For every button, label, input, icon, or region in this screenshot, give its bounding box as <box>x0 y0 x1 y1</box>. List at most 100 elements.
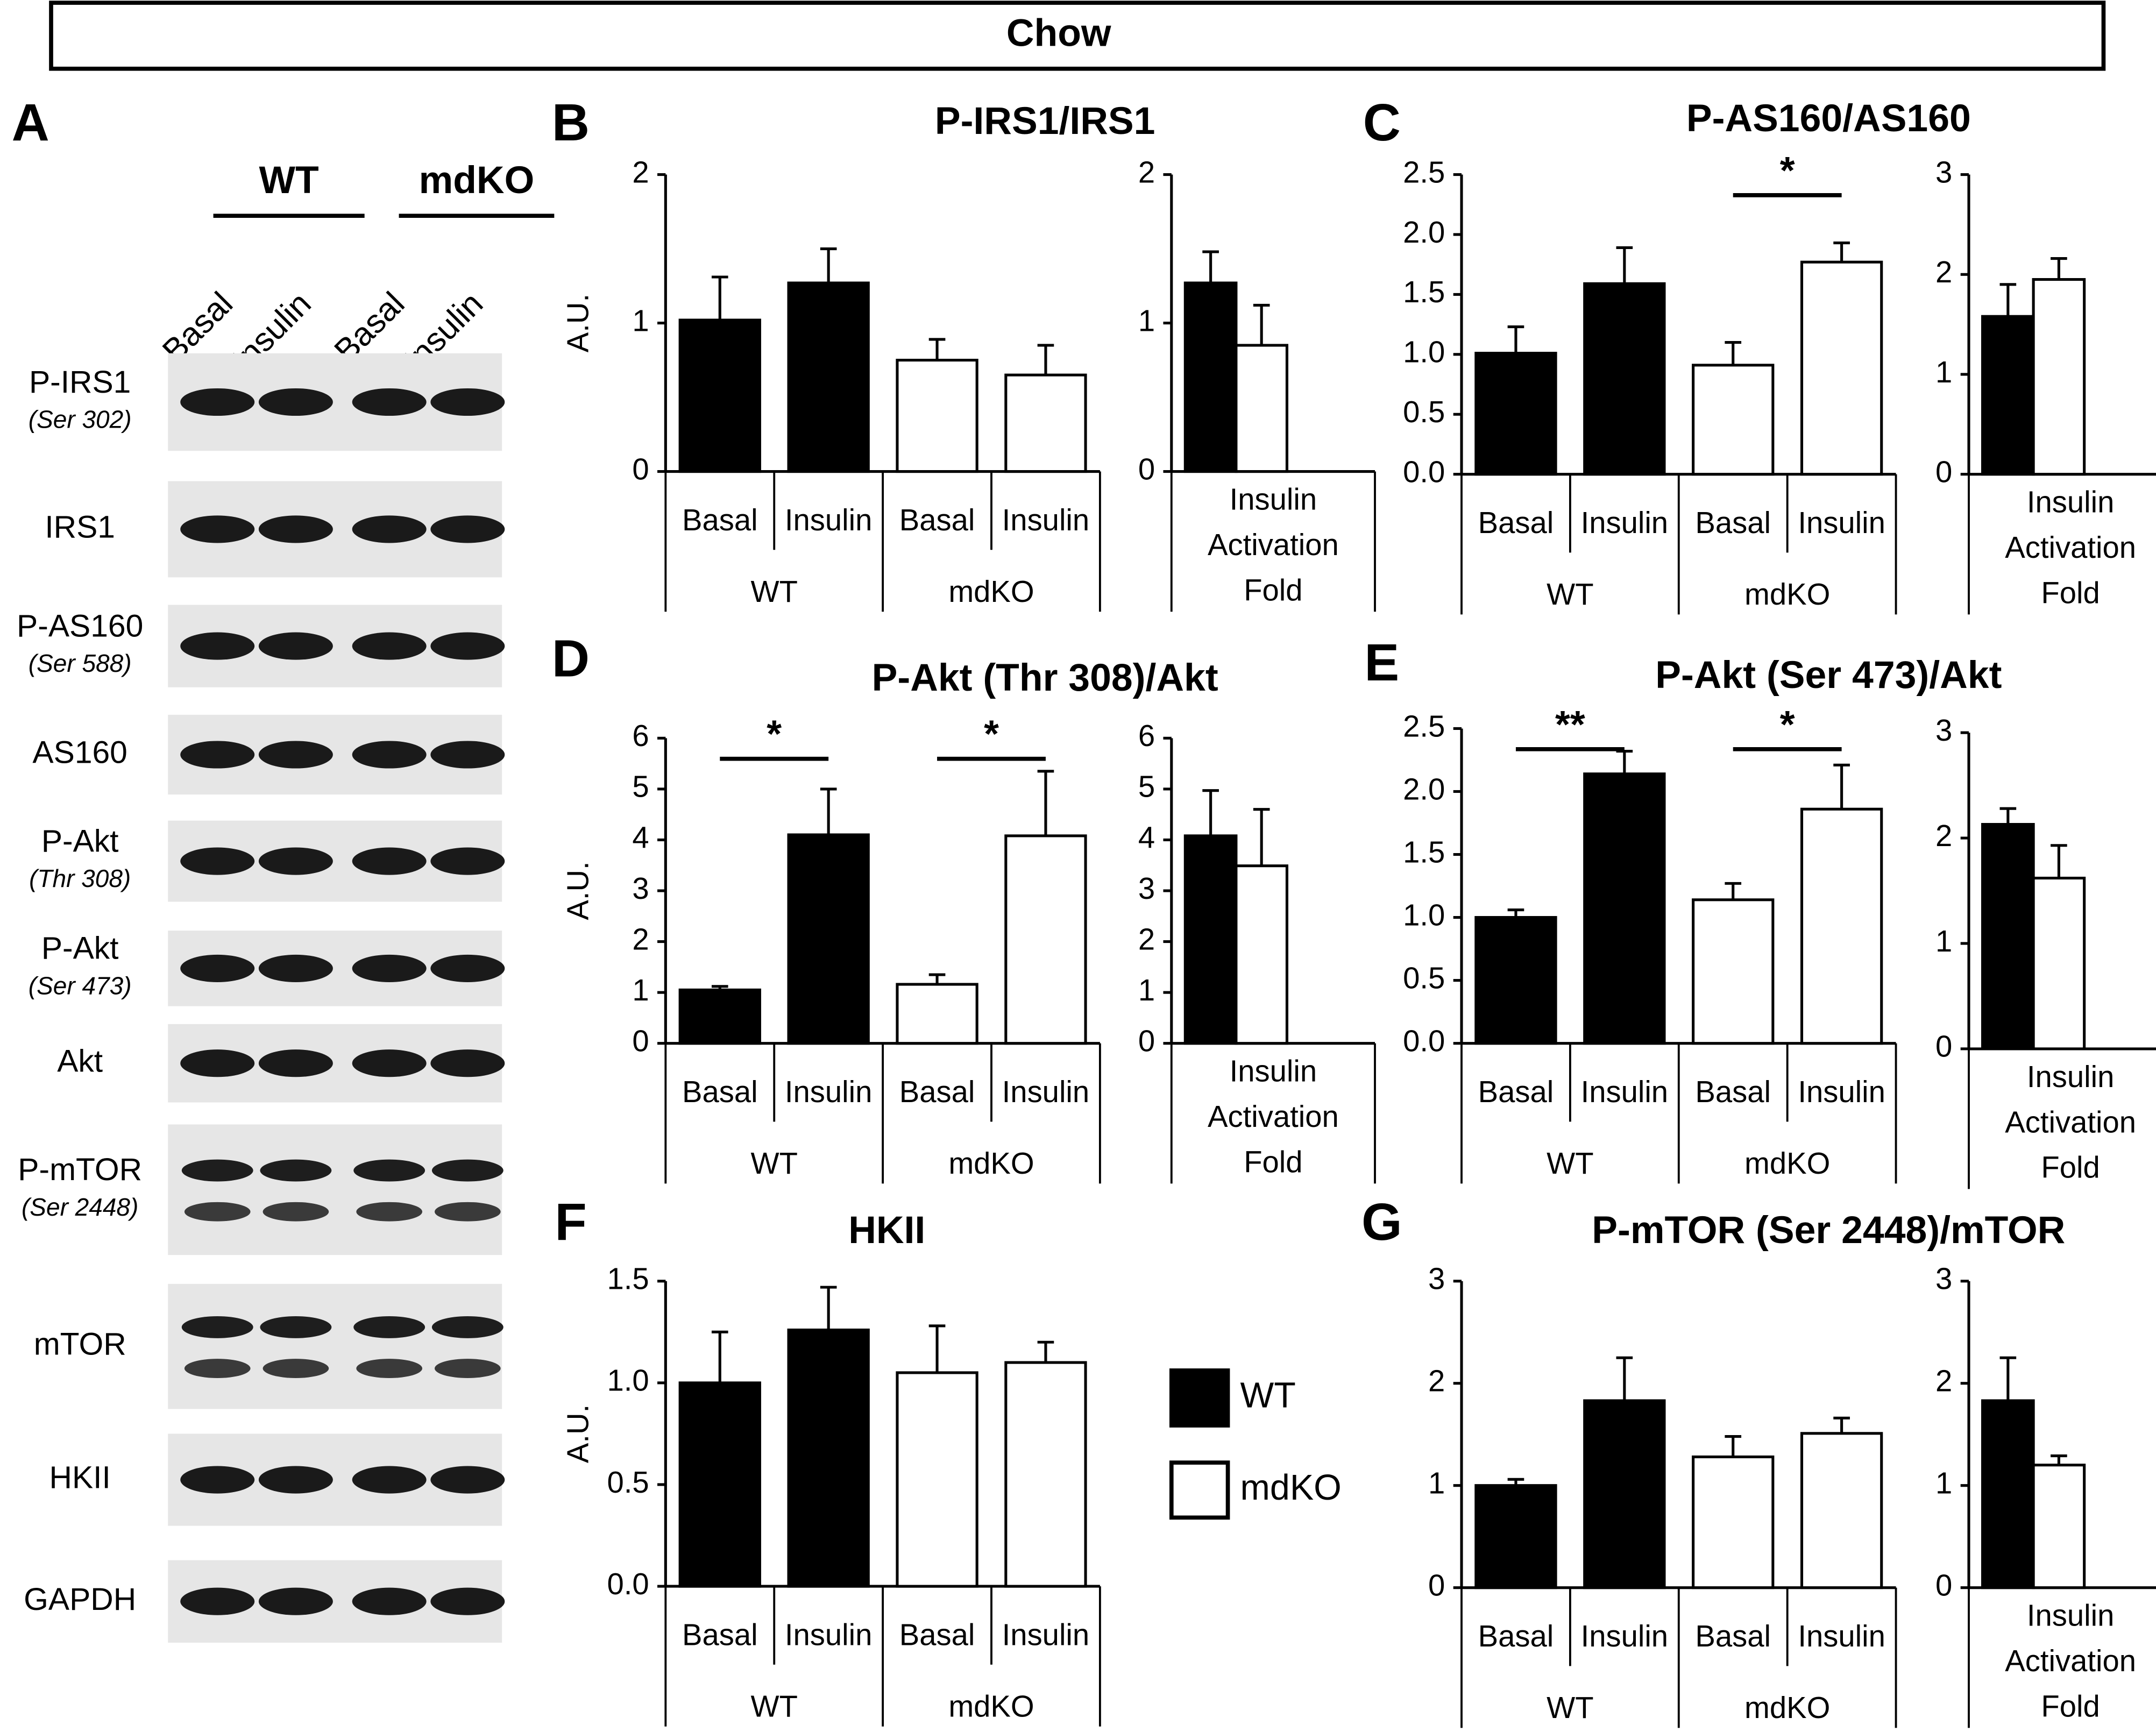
blot-band <box>431 1316 503 1338</box>
bar <box>1474 916 1557 1045</box>
fold-bar <box>1235 864 1288 1045</box>
bar <box>1800 260 1883 476</box>
error-bar <box>1999 807 2017 825</box>
x-tick-label: Insulin <box>785 503 873 537</box>
x-tick-label: Basal <box>682 503 758 537</box>
bar <box>787 1328 870 1588</box>
group-label: mdKO <box>1744 1146 1830 1180</box>
fold-x-label: Fold <box>1244 573 1302 607</box>
error-bar <box>1507 325 1524 353</box>
error-bar <box>1037 344 1054 375</box>
blot-group-label: WT <box>259 159 318 202</box>
x-tick-label: Basal <box>899 1618 975 1652</box>
chart-title: HKII <box>848 1209 925 1252</box>
y-tick-label: 2 <box>632 922 649 956</box>
chart-title: P-IRS1/IRS1 <box>935 100 1155 143</box>
y-tick-label: 1.5 <box>607 1262 649 1296</box>
x-tick-label: Basal <box>682 1618 758 1652</box>
blot-band <box>180 954 255 982</box>
y-tick-label: 5 <box>632 770 649 804</box>
group-label: mdKO <box>948 574 1034 608</box>
blot-band <box>180 515 255 543</box>
group-label: WT <box>1547 577 1593 611</box>
error-bar <box>711 1330 728 1383</box>
y-tick-label: 3 <box>632 871 649 905</box>
blot-band <box>258 632 333 660</box>
blot-band <box>352 1466 427 1494</box>
panel-letter: B <box>552 93 590 152</box>
error-bar <box>2051 1454 2067 1465</box>
chart-title: P-AS160/AS160 <box>1686 97 1971 140</box>
error-bar <box>820 247 837 283</box>
blot-image <box>168 1283 502 1409</box>
blot-row-label: P-AS160 <box>17 608 143 643</box>
error-bar <box>1037 1340 1054 1363</box>
y-tick-label: 6 <box>1138 719 1155 753</box>
error-bar <box>1616 750 1633 774</box>
fold-x-label: Insulin <box>2027 485 2115 519</box>
bar <box>1474 352 1557 476</box>
x-tick-label: Basal <box>899 1075 975 1109</box>
y-tick-label: 3 <box>1138 871 1155 905</box>
fold-bar <box>1235 344 1288 473</box>
blot-band <box>180 1049 255 1077</box>
y-tick-label: 1.5 <box>1403 835 1445 869</box>
y-tick-label: 3 <box>1935 1262 1952 1296</box>
y-tick-label: 0.5 <box>607 1465 649 1499</box>
bar <box>1692 364 1775 476</box>
chart-title: P-Akt (Ser 473)/Akt <box>1655 654 2002 697</box>
error-bar <box>1037 770 1054 836</box>
fold-x-label: Insulin <box>2027 1060 2115 1094</box>
blot-band <box>180 847 255 875</box>
y-axis-label: A.U. <box>561 294 595 352</box>
blot-row-site: (Thr 308) <box>29 864 131 892</box>
y-tick-label: 0.0 <box>1403 1024 1445 1058</box>
error-bar <box>1999 1356 2017 1401</box>
blot-row-site: (Ser 302) <box>29 405 132 433</box>
significance-label: ** <box>1555 703 1585 746</box>
bar <box>1004 834 1087 1045</box>
error-bar <box>1725 882 1742 900</box>
fold-x-label: Insulin <box>1230 482 1317 516</box>
y-tick-label: 0.5 <box>1403 395 1445 429</box>
y-tick-label: 0 <box>1935 1030 1952 1063</box>
fold-x-label: Activation <box>2005 1644 2136 1678</box>
bar <box>1583 772 1666 1045</box>
blot-band <box>258 1466 333 1494</box>
blot-band <box>258 1049 333 1077</box>
bar <box>678 988 761 1045</box>
bar <box>1800 1432 1883 1589</box>
bar <box>1800 807 1883 1045</box>
y-tick-label: 2 <box>1428 1364 1445 1398</box>
significance-label: * <box>1780 703 1795 746</box>
group-label: WT <box>1547 1691 1593 1724</box>
blot-row-site: (Ser 473) <box>29 971 132 999</box>
y-tick-label: 0 <box>1138 452 1155 486</box>
chart-title: P-mTOR (Ser 2448)/mTOR <box>1592 1209 2065 1252</box>
blot-row-label: P-Akt <box>41 824 119 858</box>
x-tick-label: Insulin <box>1798 1075 1885 1109</box>
blot-band <box>352 515 427 543</box>
legend-swatch <box>1169 1460 1230 1520</box>
bar <box>896 1371 978 1588</box>
fold-x-label: Activation <box>1208 1099 1339 1133</box>
bar <box>787 281 870 473</box>
blot-band <box>352 1049 427 1077</box>
blot-band <box>352 954 427 982</box>
y-tick-label: 2 <box>1935 1364 1952 1398</box>
legend-label: WT <box>1240 1376 1296 1416</box>
blot-band <box>263 1359 329 1378</box>
y-axis-label: A.U. <box>561 1404 595 1463</box>
blot-row-label: P-Akt <box>41 931 119 966</box>
bar <box>1583 1399 1666 1589</box>
error-bar <box>820 787 837 835</box>
y-tick-label: 2 <box>1935 255 1952 289</box>
x-tick-label: Insulin <box>785 1075 873 1109</box>
x-tick-label: Basal <box>1478 1075 1554 1109</box>
fold-x-label: Activation <box>2005 1105 2136 1139</box>
blot-row-site: (Ser 588) <box>29 649 132 677</box>
y-tick-label: 2.5 <box>1403 155 1445 189</box>
blot-band <box>258 741 333 769</box>
blot-band <box>184 1202 251 1222</box>
